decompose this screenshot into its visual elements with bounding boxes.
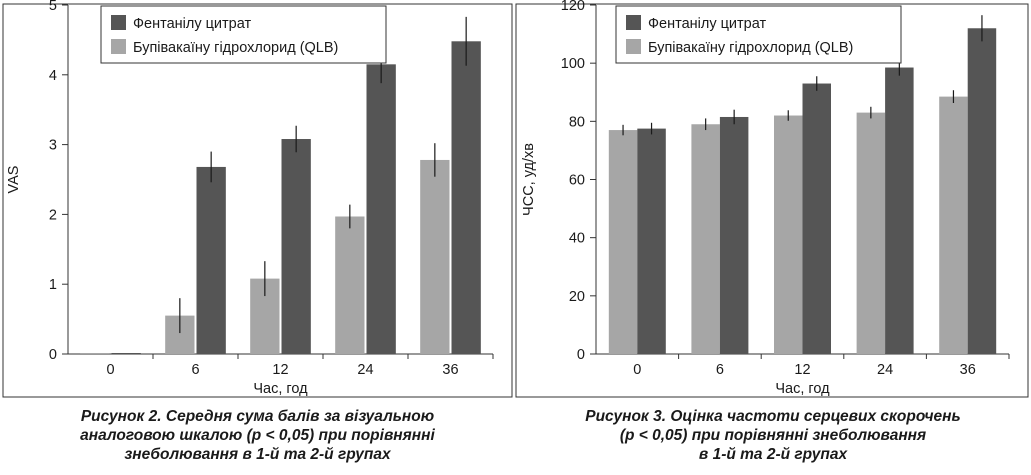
bar xyxy=(939,96,968,355)
caption-line: Рисунок 2. Середня сума балів за візуаль… xyxy=(80,408,435,425)
y-tick-label: 20 xyxy=(569,289,585,305)
legend-label-bupivacaine: Бупівакаїну гідрохлорид (QLB) xyxy=(133,40,338,56)
x-axis-label: Час, год xyxy=(775,381,830,397)
caption-line: (p < 0,05) при порівнянні знеболювання xyxy=(619,427,927,444)
caption-line: в 1-й та 2-й групах xyxy=(698,446,848,463)
x-tick-label: 24 xyxy=(357,362,373,378)
x-tick-label: 36 xyxy=(960,362,976,378)
y-tick-label: 80 xyxy=(569,114,585,130)
legend-swatch-fentanyl xyxy=(111,15,126,30)
figure-3-panel: 0 20 40 60 80 100 120 0 6 12 24 36 Час, год ЧСС, уд/х… xyxy=(515,0,1031,475)
bar xyxy=(196,166,226,354)
caption-line: Рисунок 3. Оцінка частоти серцевих скоро… xyxy=(585,408,961,425)
chart-frame xyxy=(2,3,513,398)
y-axis-label: ЧСС, уд/хв xyxy=(521,143,537,216)
bar xyxy=(802,83,831,355)
y-tick-label: 0 xyxy=(577,347,585,363)
bar xyxy=(608,130,638,354)
bar xyxy=(80,353,110,354)
y-tick-label: 1 xyxy=(49,277,57,293)
legend-label-fentanyl: Фентанілу цитрат xyxy=(648,16,766,32)
bar xyxy=(451,41,481,355)
bar xyxy=(637,128,666,354)
bar xyxy=(967,28,997,355)
legend-box xyxy=(100,5,387,64)
y-tick-label: 100 xyxy=(561,56,585,72)
bar xyxy=(281,139,311,354)
bar xyxy=(691,124,720,354)
x-tick-label: 12 xyxy=(272,362,288,378)
y-tick-label: 0 xyxy=(49,347,57,363)
figure-2-caption: Рисунок 2. Середня сума балів за візуаль… xyxy=(0,407,515,464)
caption-line: аналоговою шкалою (p < 0,05) при порівня… xyxy=(80,427,435,444)
x-tick-label: 6 xyxy=(716,362,724,378)
x-tick-label: 0 xyxy=(106,362,114,378)
figure-2-panel: 0 1 2 3 4 5 0 6 12 24 36 Час, год VAS Фентанілу цитра… xyxy=(0,0,515,475)
bar xyxy=(111,353,141,354)
x-tick-label: 0 xyxy=(633,362,641,378)
bar xyxy=(335,216,365,354)
y-tick-label: 3 xyxy=(49,138,57,154)
y-tick-label: 60 xyxy=(569,173,585,189)
y-axis-label: VAS xyxy=(6,166,22,194)
x-tick-label: 12 xyxy=(794,362,810,378)
legend-box xyxy=(615,5,902,64)
figure-3-caption: Рисунок 3. Оцінка частоти серцевих скоро… xyxy=(515,407,1031,464)
bar xyxy=(885,67,914,354)
legend-label-fentanyl: Фентанілу цитрат xyxy=(133,16,251,32)
x-tick-label: 24 xyxy=(877,362,893,378)
y-tick-label: 4 xyxy=(49,68,57,84)
x-tick-label: 36 xyxy=(442,362,458,378)
legend-label-bupivacaine: Бупівакаїну гідрохлорид (QLB) xyxy=(648,40,853,56)
y-tick-label: 40 xyxy=(569,231,585,247)
y-tick-label: 2 xyxy=(49,207,57,223)
y-tick-label: 120 xyxy=(561,0,585,14)
bar xyxy=(719,116,749,355)
legend-swatch-bupivacaine xyxy=(626,39,641,54)
heart-rate-chart: 0 20 40 60 80 100 120 0 6 12 24 36 Час, год ЧСС, уд/х… xyxy=(515,0,1029,398)
x-tick-label: 6 xyxy=(191,362,199,378)
bar xyxy=(774,115,803,355)
chart-frame xyxy=(515,3,1029,398)
bar xyxy=(366,64,396,354)
caption-line: знеболювання в 1-й та 2-й групах xyxy=(124,446,391,463)
bar xyxy=(856,112,886,354)
y-tick-label: 5 xyxy=(49,0,57,14)
bar xyxy=(420,159,450,354)
legend-swatch-fentanyl xyxy=(626,15,641,30)
legend-swatch-bupivacaine xyxy=(111,39,126,54)
x-axis-label: Час, год xyxy=(253,381,308,397)
